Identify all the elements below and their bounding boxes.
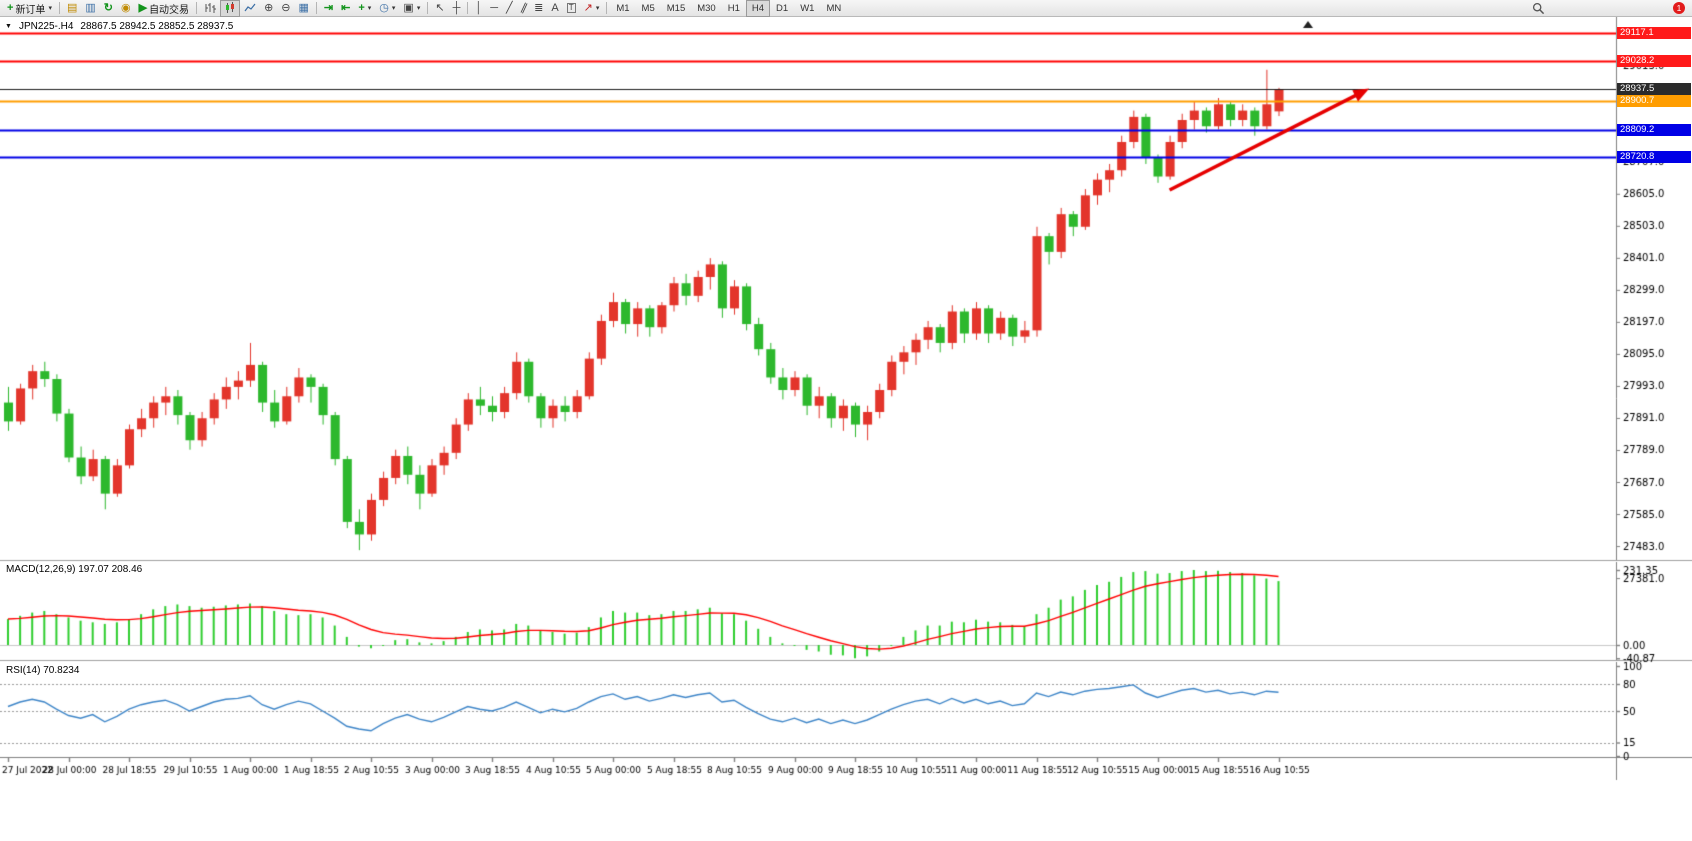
price-chart-canvas[interactable]: [0, 17, 1692, 841]
market-watch-icon: ▤: [66, 1, 78, 14]
data-window-icon: ▥: [85, 1, 96, 14]
text-label-icon: T: [566, 3, 576, 13]
symbol-period-label: JPN225-.H4: [18, 21, 74, 32]
macd-label: MACD(12,26,9) 197.07 208.46: [6, 564, 143, 575]
toolbar-separator: [315, 2, 317, 14]
timeframe-M15[interactable]: M15: [666, 2, 686, 14]
autotrading-label: 自动交易: [149, 4, 190, 16]
rsi-label: RSI(14) 70.8234: [6, 665, 80, 676]
arrows-icon: ↗: [583, 1, 593, 14]
timeframe-M30[interactable]: M30: [697, 2, 716, 14]
timeframe-H1[interactable]: H1: [727, 2, 740, 14]
fibonacci-button[interactable]: ≣: [530, 0, 547, 17]
chevron-down-icon: ▾: [48, 5, 52, 12]
new-order-label: 新订单: [15, 4, 46, 16]
chevron-down-icon: ▾: [416, 5, 421, 12]
indicators-button[interactable]: + ▾: [354, 0, 375, 17]
autotrading-button[interactable]: ▶ 自动交易: [135, 0, 193, 17]
autoscroll-icon: ⇥: [323, 1, 334, 14]
vertical-line-icon: │: [475, 1, 483, 14]
timeframe-M1[interactable]: M1: [616, 2, 630, 14]
periods-button[interactable]: ◷ ▾: [375, 0, 399, 17]
text-label-button[interactable]: T: [563, 0, 580, 17]
toolbar-separator: [467, 2, 469, 14]
cursor-icon: ↖: [435, 1, 445, 14]
channel-icon: ∥: [518, 0, 529, 15]
chart-bars-icon: [205, 3, 217, 13]
timeframe-MN[interactable]: MN: [826, 2, 842, 14]
tile-windows-icon: ▦: [298, 1, 309, 14]
autotrading-play-icon: ▶: [138, 1, 148, 14]
timeframe-W1[interactable]: W1: [800, 2, 815, 14]
tile-windows-button[interactable]: ▦: [295, 0, 313, 17]
main-toolbar: + 新订单 ▾ ▤ ▥ ↻ ◉ ▶ 自动交易 ⊕ ⊖ ▦ ⇥ ⇤ + ▾: [0, 0, 1692, 17]
vertical-line-button[interactable]: │: [471, 0, 486, 17]
crosshair-icon: ┼: [452, 1, 461, 14]
zoom-in-icon: ⊕: [264, 1, 274, 14]
crosshair-button[interactable]: ┼: [449, 0, 465, 17]
chart-shift-button[interactable]: ⇤: [337, 0, 354, 17]
chart-candles-icon: [226, 2, 235, 13]
chart-shift-icon: ⇤: [341, 1, 351, 14]
chevron-down-icon: ▾: [367, 5, 372, 12]
refresh-icon: ↻: [103, 1, 113, 14]
chevron-down-icon: ▾: [595, 5, 600, 12]
chart-header: ▼ JPN225-.H4 28867.5 28942.5 28852.5 289…: [5, 21, 233, 32]
new-order-icon: +: [7, 1, 14, 14]
trendline-button[interactable]: ╱: [502, 0, 517, 17]
history-center-icon: ◉: [120, 1, 131, 14]
search-button[interactable]: [1532, 2, 1545, 15]
timeframe-D1[interactable]: D1: [776, 2, 789, 14]
new-order-button[interactable]: + 新订单 ▾: [3, 0, 56, 17]
fibonacci-icon: ≣: [534, 1, 544, 14]
chart-line-icon: [244, 3, 256, 12]
toolbar-separator: [606, 2, 608, 14]
text-button[interactable]: A: [547, 0, 562, 17]
indicators-icon: +: [358, 1, 365, 14]
toolbar-separator: [196, 2, 198, 14]
template-icon: ▣: [403, 1, 414, 14]
zoom-out-button[interactable]: ⊖: [277, 0, 294, 17]
toolbar-separator: [58, 2, 60, 14]
zoom-out-icon: ⊖: [281, 1, 291, 14]
horizontal-line-icon: ─: [490, 1, 499, 14]
text-icon: A: [551, 1, 559, 14]
timeframe-toolbar: M1 M5 M15 M30 H1 H4 D1 W1 MN: [610, 0, 847, 17]
ohlc-readout: 28867.5 28942.5 28852.5 28937.5: [80, 21, 234, 32]
templates-button[interactable]: ▣ ▾: [399, 0, 424, 17]
channel-button[interactable]: ∥: [517, 0, 531, 17]
clock-icon: ◷: [379, 1, 389, 14]
chart-line-button[interactable]: [240, 0, 260, 17]
notification-badge[interactable]: 1: [1673, 2, 1685, 14]
refresh-button[interactable]: ↻: [100, 0, 117, 17]
search-icon: [1532, 2, 1545, 14]
market-watch-button[interactable]: ▤: [63, 0, 81, 17]
history-center-button[interactable]: ◉: [117, 0, 135, 17]
chart-bars-button[interactable]: [200, 0, 220, 17]
one-click-trading-toggle[interactable]: ▼: [5, 23, 12, 30]
zoom-in-button[interactable]: ⊕: [260, 0, 277, 17]
cursor-button[interactable]: ↖: [431, 0, 448, 17]
timeframe-M5[interactable]: M5: [641, 2, 655, 14]
trendline-icon: ╱: [506, 1, 513, 14]
timeframe-H4[interactable]: H4: [745, 0, 771, 17]
autoscroll-button[interactable]: ⇥: [320, 0, 337, 17]
chart-candles-button[interactable]: [220, 0, 241, 17]
chevron-down-icon: ▾: [391, 5, 396, 12]
horizontal-line-button[interactable]: ─: [486, 0, 502, 17]
data-window-button[interactable]: ▥: [81, 0, 99, 17]
arrows-button[interactable]: ↗ ▾: [580, 0, 604, 17]
toolbar-separator: [427, 2, 429, 14]
